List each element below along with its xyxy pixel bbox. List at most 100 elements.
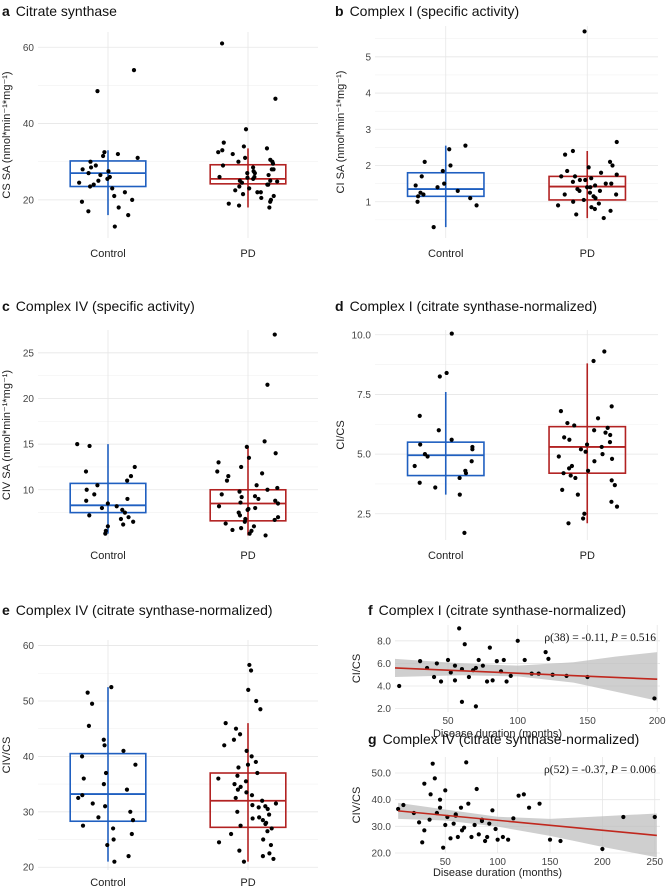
panel-letter: g (368, 731, 377, 747)
data-point (220, 163, 226, 168)
data-point (270, 159, 275, 164)
data-point (425, 454, 430, 459)
data-point (572, 423, 577, 428)
x-tick-label: 100 (489, 857, 506, 868)
data-point (216, 150, 221, 155)
data-point (215, 469, 220, 474)
data-point (561, 471, 566, 476)
data-point (121, 522, 126, 527)
data-point (262, 439, 267, 444)
data-point (469, 834, 474, 840)
data-point (459, 828, 465, 833)
data-point (265, 806, 270, 812)
data-point (245, 762, 251, 767)
data-point (89, 701, 95, 706)
data-point (224, 478, 230, 483)
data-point (468, 196, 473, 201)
data-point (464, 760, 469, 765)
y-tick-label: 10.0 (352, 330, 372, 341)
data-point (93, 163, 98, 168)
data-point (607, 440, 613, 445)
x-tick-label: 250 (646, 857, 663, 868)
data-point (504, 679, 509, 684)
data-point (603, 430, 608, 435)
y-tick-label: 15 (23, 440, 35, 451)
data-point (266, 812, 272, 817)
data-point (110, 186, 115, 191)
data-point (247, 531, 252, 536)
data-point (124, 787, 130, 792)
data-point (261, 837, 266, 842)
data-point (231, 737, 237, 742)
data-point (252, 171, 257, 176)
data-point (102, 150, 107, 155)
data-point (247, 186, 252, 191)
data-point (275, 179, 280, 184)
data-point (455, 834, 460, 840)
data-point (473, 704, 478, 709)
data-point (246, 687, 251, 692)
data-point (259, 195, 264, 201)
trend-line (398, 810, 657, 837)
x-tick-label: 50 (440, 857, 452, 868)
data-point (592, 428, 597, 433)
data-point (459, 699, 465, 704)
data-point (562, 152, 568, 157)
y-tick-label: 50 (23, 696, 35, 707)
data-point (242, 519, 247, 524)
data-point (122, 190, 127, 195)
data-point (434, 661, 439, 666)
data-point (609, 499, 614, 504)
data-point (587, 190, 593, 195)
data-point (105, 501, 110, 506)
data-point (250, 816, 255, 821)
annotation-p-value: = 0.516 (618, 632, 656, 644)
data-point (558, 409, 564, 414)
data-point (598, 170, 604, 175)
data-point (126, 854, 131, 859)
data-point (79, 199, 85, 204)
data-point (592, 459, 597, 464)
data-point (240, 192, 246, 197)
y-tick-label: 30 (23, 807, 35, 818)
annotation-p-value: = 0.006 (618, 764, 656, 776)
data-point (500, 834, 505, 840)
data-point (245, 175, 250, 180)
data-point (437, 374, 442, 379)
data-point (260, 471, 265, 476)
data-point (92, 492, 97, 497)
data-point (412, 463, 417, 469)
data-point (560, 487, 565, 492)
data-point (476, 657, 481, 663)
panel-letter: c (2, 298, 10, 314)
data-point (260, 854, 266, 859)
data-point (442, 181, 447, 186)
data-point (609, 404, 614, 409)
data-point (81, 776, 86, 781)
data-point (86, 171, 91, 176)
data-point (116, 205, 121, 210)
data-point (109, 685, 114, 690)
data-point (559, 174, 564, 179)
data-point (235, 773, 240, 778)
data-point (469, 459, 474, 464)
data-point (238, 784, 243, 789)
data-point (83, 469, 89, 474)
data-point (275, 515, 281, 520)
data-point (239, 464, 244, 470)
data-point (437, 797, 443, 802)
panel-letter: b (335, 3, 344, 19)
data-point (243, 155, 248, 160)
data-point (573, 475, 578, 481)
data-point (86, 723, 92, 729)
data-point (599, 444, 604, 450)
data-point (251, 176, 256, 181)
data-point (239, 494, 244, 500)
data-point (271, 193, 276, 199)
data-point (130, 818, 136, 823)
data-point (444, 370, 449, 376)
data-point (583, 177, 588, 183)
data-point (125, 496, 130, 502)
data-point (448, 670, 453, 675)
